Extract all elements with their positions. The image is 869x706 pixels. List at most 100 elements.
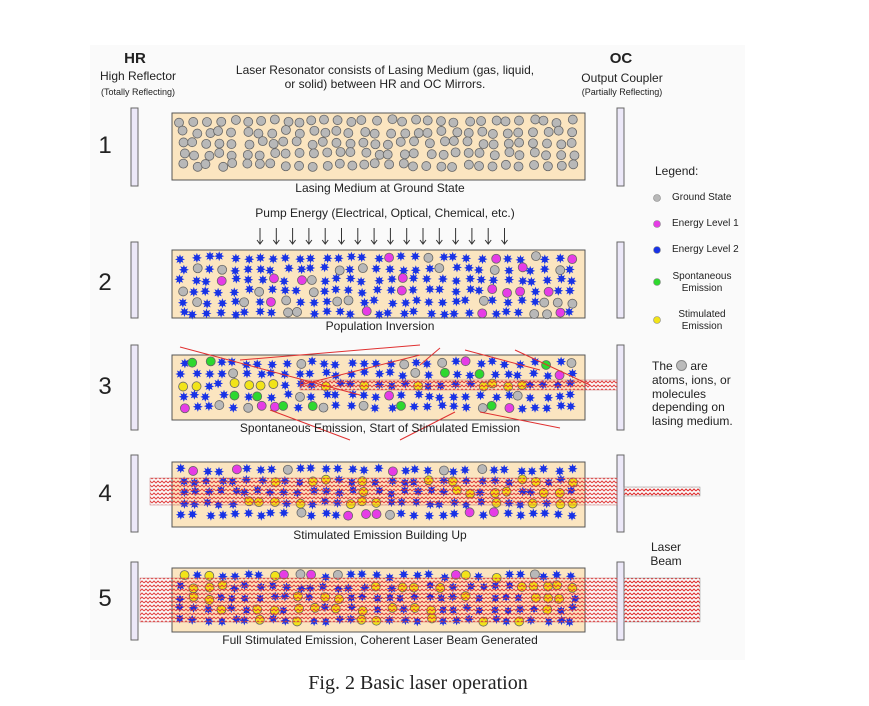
particle: [449, 508, 460, 519]
particle: [254, 159, 265, 169]
particle: [229, 287, 240, 298]
particle: [217, 298, 228, 309]
particle: [268, 379, 279, 389]
particle: [179, 307, 190, 317]
particle: [202, 298, 213, 309]
legend-marker: [653, 194, 661, 202]
particle: [566, 358, 577, 368]
particle: [491, 392, 502, 403]
particle: [178, 264, 189, 275]
particle: [358, 263, 368, 274]
oc-mirror: [616, 454, 625, 533]
particle: [317, 136, 328, 147]
particle: [320, 127, 331, 138]
particle: [426, 149, 437, 160]
particle: [439, 367, 450, 378]
particle: [242, 158, 253, 169]
particle: [280, 253, 291, 263]
particle: [553, 509, 564, 520]
particle: [178, 286, 189, 297]
particle: [424, 284, 435, 295]
particle: [440, 136, 450, 147]
particle: [308, 287, 319, 298]
particle: [370, 392, 381, 403]
hr-title: HR: [124, 50, 146, 67]
particle: [230, 309, 241, 320]
particle: [387, 466, 398, 477]
particle: [213, 287, 224, 298]
particle: [278, 401, 289, 411]
particle: [175, 369, 186, 379]
particle: [306, 275, 317, 285]
particle: [491, 115, 502, 126]
particle: [257, 136, 268, 147]
particle: [175, 509, 186, 520]
particle: [487, 129, 498, 139]
particle: [452, 369, 463, 380]
particle: [178, 158, 189, 169]
particle: [319, 286, 330, 297]
particle: [538, 463, 549, 474]
particle: [356, 115, 367, 125]
particle: [567, 463, 578, 474]
particle: [216, 116, 227, 127]
particle: [488, 139, 499, 150]
particle: [269, 273, 279, 284]
particle: [438, 149, 449, 160]
particle: [385, 509, 395, 520]
particle: [304, 368, 315, 379]
particle: [331, 510, 341, 521]
particle: [371, 570, 382, 580]
legend-label: Stimulated Emission: [678, 309, 726, 332]
particle: [282, 464, 293, 475]
particle: [539, 508, 550, 519]
particle: [434, 392, 445, 403]
particle: [487, 295, 498, 306]
particle: [476, 358, 487, 369]
particle: [204, 369, 215, 379]
particle: [556, 356, 567, 367]
particle: [478, 295, 489, 306]
particle: [564, 264, 575, 275]
particle: [178, 137, 189, 148]
legend-label: Ground State: [672, 192, 732, 203]
particle: [424, 138, 435, 149]
stage-number: 3: [98, 372, 112, 400]
particle: [410, 265, 421, 276]
pump-arrow: [370, 228, 378, 245]
particle: [526, 276, 537, 287]
particle: [243, 569, 254, 580]
particle: [556, 400, 567, 411]
particle: [448, 466, 459, 477]
particle: [567, 298, 578, 309]
particle: [231, 115, 241, 125]
particle: [216, 357, 227, 368]
particle: [187, 509, 198, 520]
particle: [345, 569, 356, 580]
particle: [356, 569, 367, 580]
particle: [177, 297, 188, 308]
particle: [296, 264, 307, 275]
description: Laser Resonator consists of Lasing Mediu…: [235, 63, 535, 91]
particle: [461, 402, 472, 413]
particle: [565, 389, 576, 400]
particle: [213, 378, 224, 389]
particle: [500, 116, 511, 127]
particle: [397, 273, 408, 283]
particle: [474, 369, 485, 379]
particle: [309, 308, 320, 319]
particle: [307, 139, 318, 150]
particle: [218, 161, 229, 172]
particle: [229, 390, 240, 401]
particle: [332, 115, 343, 126]
particle: [255, 465, 266, 475]
particle: [556, 160, 567, 171]
particle: [501, 306, 512, 317]
beam-label: Laser Beam: [650, 540, 682, 568]
particle: [460, 465, 470, 475]
particle: [447, 251, 458, 262]
particle: [396, 508, 407, 519]
note-end: are atoms, ions, or molecules depending …: [652, 359, 733, 429]
particle: [543, 286, 554, 297]
